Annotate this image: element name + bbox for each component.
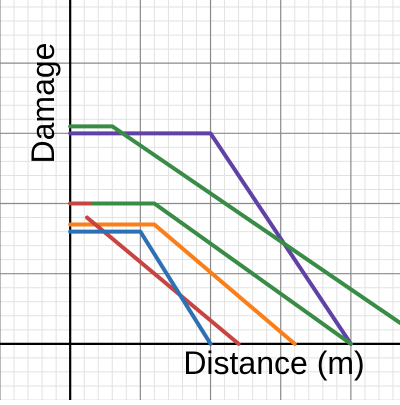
x-axis-label: Distance (m) <box>183 345 364 381</box>
series-line-7 <box>68 229 213 346</box>
series-line-6 <box>85 215 241 346</box>
series-line-2 <box>68 124 400 325</box>
series-line-3 <box>68 201 353 346</box>
series-layer <box>68 124 400 346</box>
series-line-1 <box>68 131 353 346</box>
y-axis-label: Damage <box>25 43 61 164</box>
